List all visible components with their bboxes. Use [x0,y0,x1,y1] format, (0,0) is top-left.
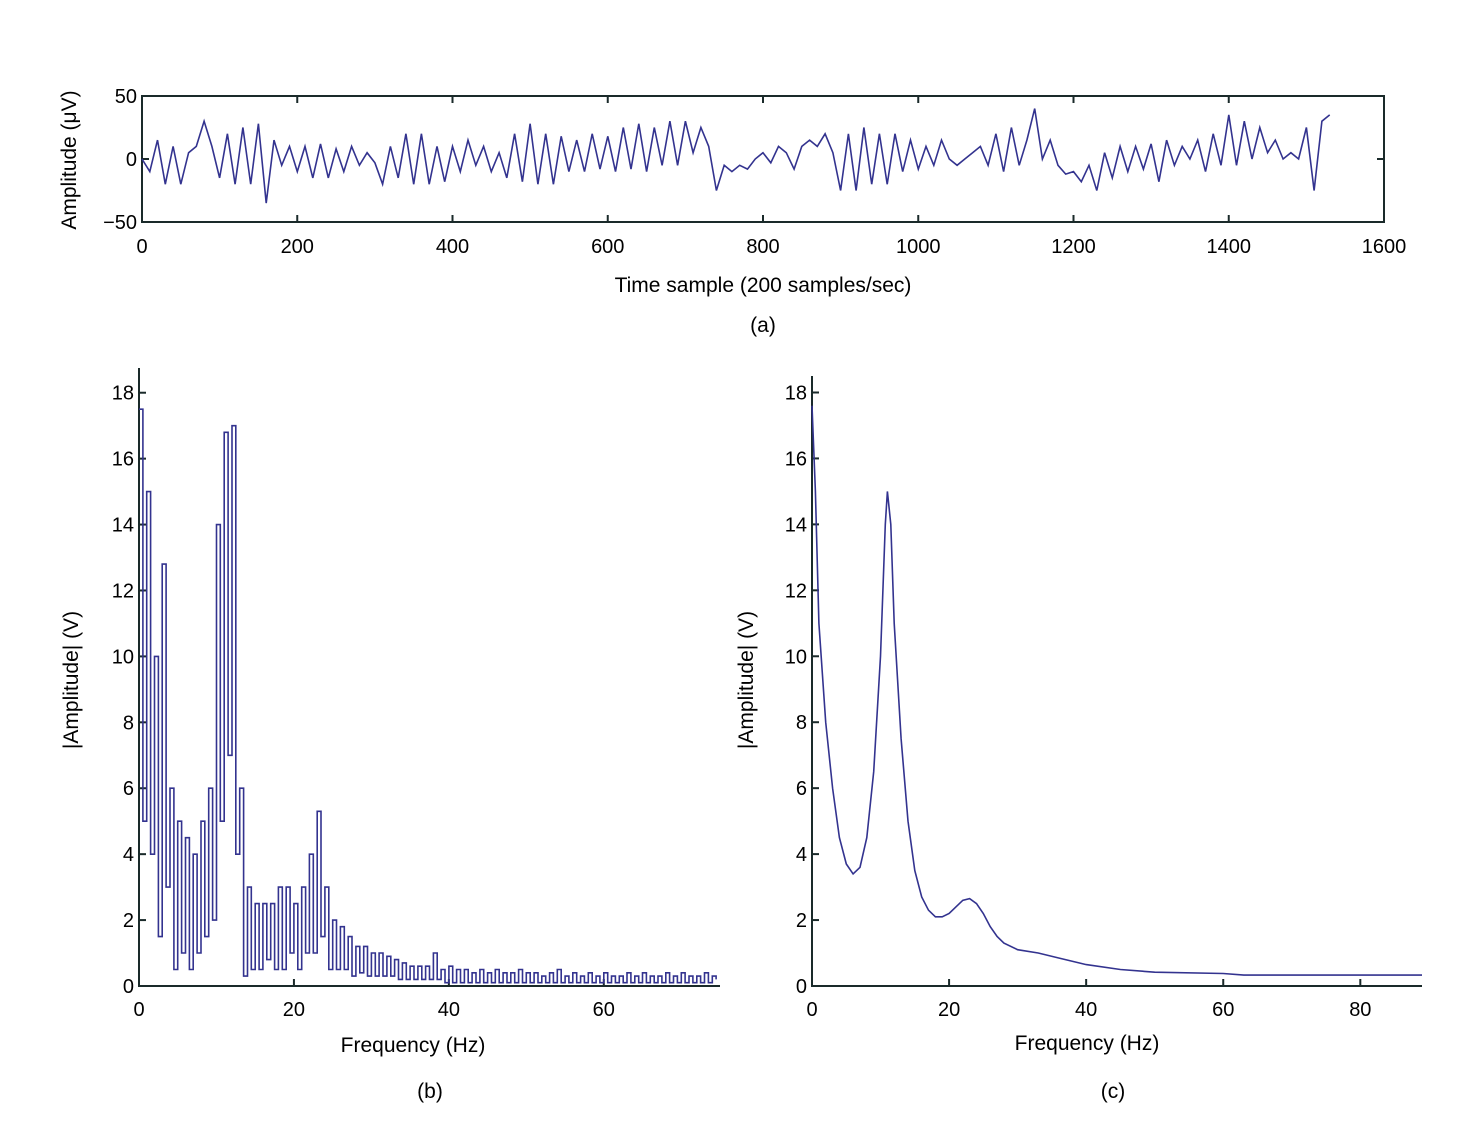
x-tick-label: 0 [133,999,144,1021]
plot-frame [141,95,1385,223]
x-tick-label: 1400 [1207,236,1252,258]
data-series-line [139,408,717,984]
panel-a-caption: (a) [750,314,776,337]
x-tick-label: 40 [1075,999,1097,1021]
y-tick-label: 14 [112,515,134,537]
y-tick-label: −50 [103,212,137,234]
x-tick-label: 80 [1349,999,1371,1021]
panel-b-raw-spectrum: Frequency (Hz) |Amplitude| (V) (b) 0 20 40… [60,368,720,1103]
y-tick-label: 6 [796,778,807,800]
x-tick-label: 1600 [1362,236,1407,258]
y-tick-label: 2 [796,910,807,932]
x-tick-label: 600 [591,236,624,258]
panel-c-smoothed-spectrum: Frequency (Hz) |Amplitude| (V) (c) 0 20 40… [735,376,1422,1103]
panel-c-xlabel: Frequency (Hz) [1015,1032,1160,1055]
x-tick-label: 1200 [1051,236,1096,258]
y-tick-label: 50 [115,86,137,108]
x-tick-label: 40 [438,999,460,1021]
y-tick-label: 10 [112,646,134,668]
y-tick-label: 18 [112,383,134,405]
y-tick-label: 0 [126,149,137,171]
x-tick-label: 60 [593,999,615,1021]
panel-a-time-series: Time sample (200 samples/sec) Amplitude … [58,86,1406,337]
y-tick-label: 0 [796,976,807,998]
y-tick-label: 12 [112,580,134,602]
axes-lines [811,376,1422,987]
y-tick-label: 8 [123,712,134,734]
y-tick-label: 16 [112,449,134,471]
x-tick-label: 1000 [896,236,941,258]
panel-c-caption: (c) [1101,1080,1126,1103]
y-tick-label: 12 [785,580,807,602]
y-tick-label: 2 [123,910,134,932]
data-series-line [141,108,1331,204]
x-tick-label: 60 [1212,999,1234,1021]
y-tick-label: 4 [796,844,807,866]
panel-b-caption: (b) [417,1080,443,1103]
y-tick-label: 16 [785,448,807,470]
y-tick-label: 4 [123,844,134,866]
y-tick-label: 6 [123,778,134,800]
x-tick-label: 400 [436,236,469,258]
y-tick-label: 8 [796,712,807,734]
axes-lines [138,368,720,987]
x-tick-label: 800 [746,236,779,258]
panel-c-ylabel: |Amplitude| (V) [735,611,758,749]
y-tick-label: 10 [785,646,807,668]
panel-b-ylabel: |Amplitude| (V) [60,611,83,749]
panel-a-xlabel: Time sample (200 samples/sec) [615,274,912,297]
x-tick-label: 20 [938,999,960,1021]
data-series-line [811,405,1422,976]
x-tick-label: 0 [806,999,817,1021]
x-tick-label: 0 [136,236,147,258]
panel-b-xlabel: Frequency (Hz) [341,1034,486,1057]
panel-a-ylabel: Amplitude (μV) [58,90,81,229]
x-tick-label: 200 [281,236,314,258]
y-tick-label: 18 [785,382,807,404]
x-tick-label: 20 [283,999,305,1021]
y-tick-label: 14 [785,514,807,536]
y-tick-label: 0 [123,976,134,998]
